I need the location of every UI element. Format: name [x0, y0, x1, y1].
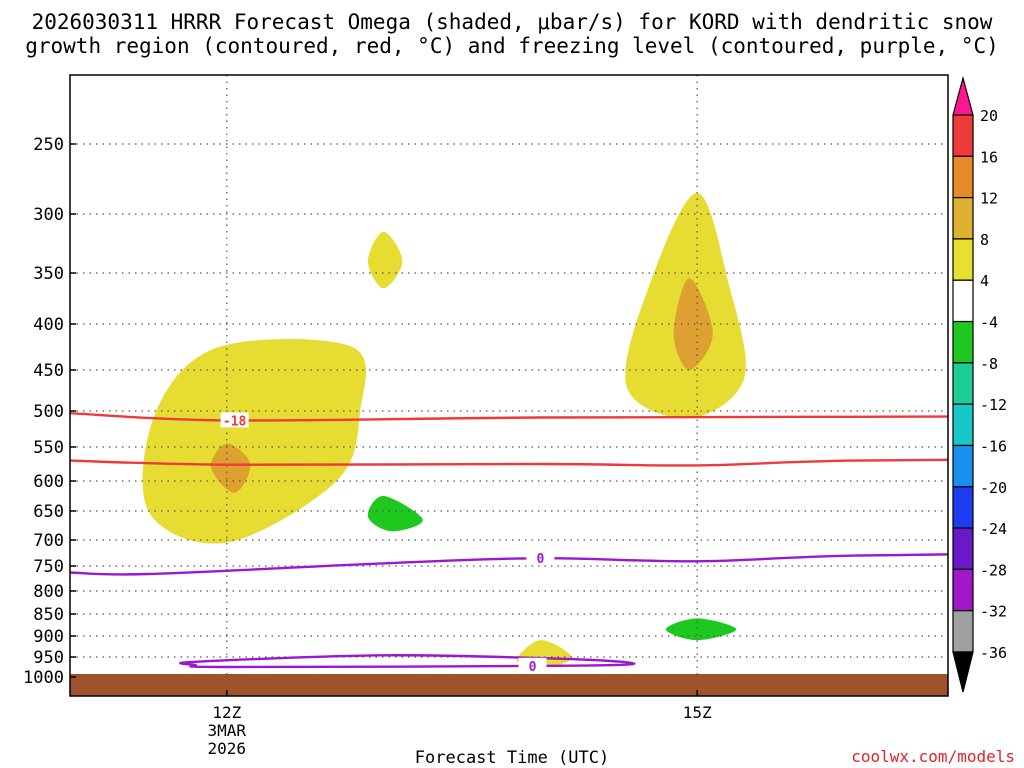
colorbar-label-12: -28: [980, 561, 1007, 579]
title-line-2: growth region (contoured, red, °C) and f…: [25, 34, 999, 58]
colorbar-segment-4: [952, 238, 974, 281]
omega-region-15: [665, 618, 737, 641]
colorbar-label-4: 8: [980, 231, 989, 249]
colorbar-segment-9: [952, 444, 974, 488]
colorbar-segment-10: [952, 486, 974, 529]
colorbar-segment-1: [952, 114, 974, 157]
minus-12-contour: [70, 458, 948, 467]
freezing-level-near-surface-contour: [179, 654, 636, 669]
y-tick-label-900: 900: [33, 627, 64, 647]
minus-18-contour-label-1: -18: [223, 414, 247, 429]
colorbar-segment-2: [952, 155, 974, 199]
colorbar-label-7: -8: [980, 355, 998, 373]
colorbar-label-13: -32: [980, 603, 1007, 621]
minus-18-contour: [70, 412, 948, 422]
y-tick-label-250: 250: [33, 135, 64, 155]
y-tick-label-750: 750: [33, 557, 64, 577]
colorbar-label-1: 20: [980, 107, 998, 125]
colorbar-label-2: 16: [980, 148, 998, 166]
x-axis: 12Z3MAR202615Z18Z21Z00Z4MAR03Z: [208, 690, 712, 758]
y-tick-label-600: 600: [33, 472, 64, 492]
y-tick-label-550: 550: [33, 438, 64, 458]
x-tick-date-12Z: 3MAR: [208, 721, 247, 740]
colorbar-label-11: -24: [980, 520, 1007, 538]
omega-region-2: [367, 231, 403, 289]
freezing-level-near-surface-contour-label-1: 0: [529, 660, 537, 675]
colorbar-label-6: -4: [980, 314, 998, 332]
title-line-1: 2026030311 HRRR Forecast Omega (shaded, …: [32, 10, 993, 34]
colorbar-segment-8: [952, 403, 974, 447]
ground-band: [70, 674, 948, 696]
y-tick-label-800: 800: [33, 582, 64, 602]
freezing-level-near-surface-contour-label-bg-1: [518, 657, 547, 673]
plot-area: -18-18-18-120002503003504004505005506006…: [23, 74, 1007, 758]
colorbar-bottom-arrow: [952, 651, 974, 693]
colorbar-label-3: 12: [980, 190, 998, 208]
colorbar-top-arrow: [952, 75, 974, 116]
colorbar-label-9: -16: [980, 437, 1007, 455]
y-axis: 2503003504004505005506006507007508008509…: [23, 135, 76, 688]
colorbar-label-8: -12: [980, 396, 1007, 414]
colorbar-segment-12: [952, 568, 974, 612]
contours: -18-18-18-12000: [70, 412, 948, 675]
x-axis-label: Forecast Time (UTC): [415, 748, 609, 768]
freezing-level-contour-label-1: 0: [536, 552, 544, 567]
omega-shading: [142, 193, 746, 668]
y-tick-label-650: 650: [33, 502, 64, 522]
colorbar: 20 16 12 8 4 -4 -8 -12 -16 -20 -24 -28 -32 -36: [952, 75, 1007, 693]
y-tick-label-950: 950: [33, 648, 64, 668]
y-tick-label-350: 350: [33, 264, 64, 284]
colorbar-segment-7: [952, 362, 974, 405]
y-tick-label-700: 700: [33, 531, 64, 551]
colorbar-label-10: -20: [980, 479, 1007, 497]
freezing-level-contour-label-bg-1: [526, 550, 555, 566]
freezing-level-contour: [70, 553, 948, 576]
colorbar-label-14: -36: [980, 644, 1007, 662]
omega-region-10: [673, 278, 713, 370]
y-tick-label-500: 500: [33, 402, 64, 422]
colorbar-segment-13: [952, 610, 974, 653]
colorbar-segment-11: [952, 527, 974, 570]
colorbar-segment-5: [952, 279, 974, 323]
colorbar-segment-3: [952, 197, 974, 240]
credit-label[interactable]: coolwx.com/models: [851, 747, 1015, 766]
y-tick-label-400: 400: [33, 315, 64, 335]
y-tick-label-850: 850: [33, 605, 64, 625]
x-tick-label-15Z: 15Z: [683, 703, 712, 722]
axis-frame: [69, 74, 949, 697]
minus-18-contour-label-bg-1: [220, 412, 249, 428]
omega-region-1: [142, 338, 367, 544]
omega-region-14: [367, 495, 423, 532]
x-tick-year-12Z: 2026: [208, 739, 247, 758]
y-tick-label-300: 300: [33, 205, 64, 225]
x-tick-label-12Z: 12Z: [212, 703, 241, 722]
y-tick-label-450: 450: [33, 361, 64, 381]
colorbar-segment-6: [952, 320, 974, 364]
colorbar-label-5: 4: [980, 272, 989, 290]
y-tick-label-1000: 1000: [23, 668, 64, 688]
